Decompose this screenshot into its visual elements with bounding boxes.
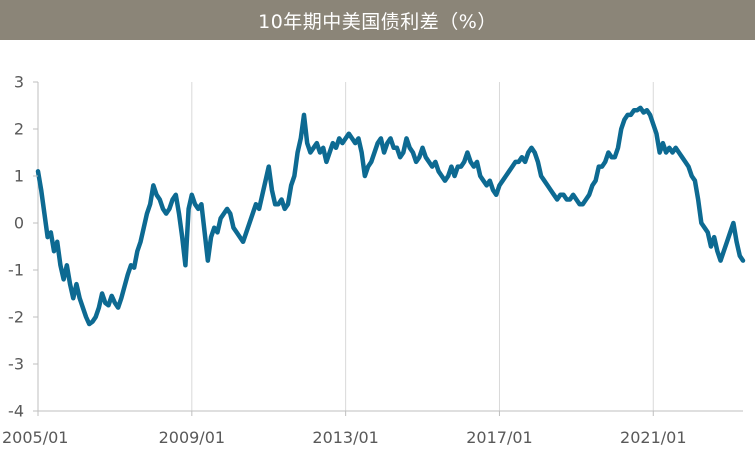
y-tick-label: 0 xyxy=(14,214,24,233)
y-tick-label: -3 xyxy=(8,355,24,374)
axes xyxy=(37,82,743,412)
chart-title-bar: 10年期中美国债利差（%） xyxy=(0,0,755,40)
line-chart: 3 2 1 0 -1 -2 -3 -4 2005/01 2009/01 2013/01 2017/0… xyxy=(2,73,746,447)
x-tick-label: 2017/01 xyxy=(466,428,532,447)
chart-title: 10年期中美国债利差（%） xyxy=(258,10,497,33)
y-tick-label: -4 xyxy=(8,402,24,421)
x-tick-label: 2013/01 xyxy=(312,428,378,447)
grid-lines xyxy=(37,82,654,411)
x-tick-label: 2021/01 xyxy=(620,428,686,447)
chart-area: 3 2 1 0 -1 -2 -3 -4 2005/01 2009/01 2013/01 2017/0… xyxy=(0,40,755,450)
y-tick-label: -1 xyxy=(8,261,24,280)
x-axis-ticks: 2005/01 2009/01 2013/01 2017/01 2021/01 xyxy=(2,411,687,447)
series-line xyxy=(35,105,746,327)
y-axis-ticks: 3 2 1 0 -1 -2 -3 -4 xyxy=(8,73,38,421)
x-tick-label: 2009/01 xyxy=(159,428,225,447)
series-layer xyxy=(35,105,746,327)
y-tick-label: -2 xyxy=(8,308,24,327)
y-tick-label: 3 xyxy=(14,73,24,92)
x-tick-label: 2005/01 xyxy=(2,428,68,447)
y-tick-label: 1 xyxy=(14,167,24,186)
y-tick-label: 2 xyxy=(14,120,24,139)
